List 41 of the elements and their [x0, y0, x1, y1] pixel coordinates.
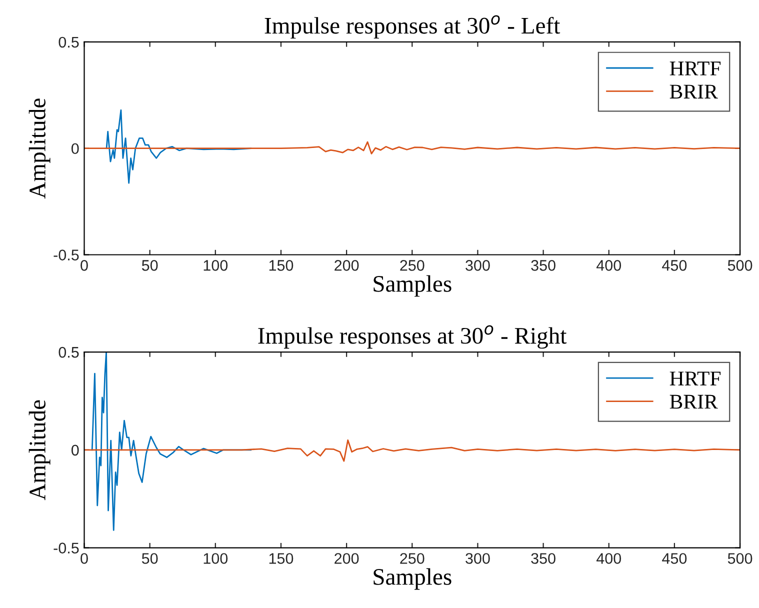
legend-label: BRIR	[670, 394, 718, 409]
x-tick-label: 350	[531, 260, 556, 271]
y-axis-title: Amplitude	[28, 400, 50, 500]
line-series	[84, 439, 740, 462]
legend-label: HRTF	[670, 62, 721, 76]
x-tick-label: 200	[334, 553, 359, 564]
chart-title: Impulse responses at 30$^{o}$ - Right	[258, 325, 567, 349]
x-tick-label: 500	[728, 260, 752, 271]
x-tick-label: 200	[334, 260, 359, 271]
y-tick-label: -0.5	[54, 250, 79, 260]
x-tick-label: 300	[466, 553, 490, 564]
x-tick-label: 50	[142, 553, 158, 564]
x-tick-label: 400	[596, 260, 622, 271]
x-tick-label: 450	[662, 260, 687, 271]
x-axis-title: Samples	[374, 275, 452, 297]
x-tick-label: 50	[142, 260, 158, 271]
x-tick-label: 150	[269, 260, 294, 271]
y-tick-label: -0.5	[54, 542, 79, 554]
x-tick-label: 150	[269, 553, 294, 564]
x-tick-label: 0	[80, 260, 88, 271]
x-tick-label: 100	[204, 553, 228, 564]
x-axis-title: Samples	[374, 568, 452, 590]
chart-title: Impulse responses at 30$^{o}$ - Left	[264, 15, 560, 39]
y-axis-title: Amplitude	[28, 98, 50, 199]
x-tick-label: 100	[204, 260, 228, 271]
x-tick-label: 350	[531, 553, 556, 564]
legend-label: HRTF	[670, 372, 721, 386]
y-tick-label: 0	[71, 444, 79, 456]
y-tick-label: 0.5	[58, 346, 79, 358]
line-series	[84, 141, 740, 154]
x-tick-label: 250	[400, 260, 424, 271]
x-tick-label: 500	[728, 553, 752, 564]
x-tick-label: 250	[400, 553, 424, 564]
x-tick-label: 0	[80, 553, 88, 564]
x-tick-label: 300	[466, 260, 490, 271]
x-tick-label: 450	[662, 553, 687, 564]
x-tick-label: 400	[596, 553, 622, 564]
y-tick-label: 0	[71, 143, 79, 154]
legend-label: BRIR	[670, 84, 718, 99]
line-series	[91, 352, 252, 531]
y-tick-label: 0.5	[58, 36, 79, 48]
